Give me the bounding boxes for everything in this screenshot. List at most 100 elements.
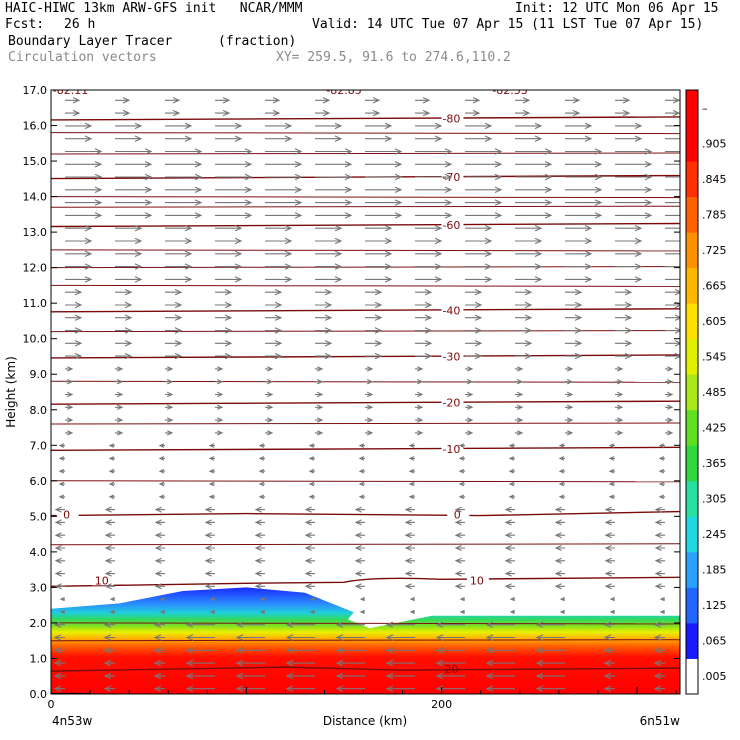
circulation-vector [565, 224, 593, 232]
circulation-vector [458, 481, 465, 487]
circulation-vector [565, 430, 574, 436]
circulation-vector [485, 685, 515, 692]
field-name: Boundary Layer Tracer [8, 34, 173, 49]
circulation-vector [158, 468, 165, 474]
circulation-vector [408, 456, 415, 461]
circulation-vector [165, 314, 183, 321]
circulation-vector [615, 224, 643, 232]
circulation-vector [158, 494, 165, 500]
circulation-vector [515, 417, 524, 423]
circulation-vector [565, 109, 581, 117]
circulation-vector [604, 557, 615, 564]
circulation-vector [654, 570, 665, 577]
circulation-vector [415, 314, 433, 321]
circulation-vector [515, 212, 553, 219]
circulation-vector [215, 97, 231, 104]
contour-label-bg [441, 303, 464, 316]
colorbar-swatch [686, 658, 698, 695]
circulation-vector [365, 276, 393, 283]
colorbar-swatch [686, 516, 698, 553]
contour-label: 0 [63, 509, 70, 522]
y-tick-label: 17.0 [23, 84, 48, 97]
circulation-vector [615, 391, 624, 398]
circulation-vector [265, 379, 274, 385]
circulation-vector [515, 379, 524, 385]
circulation-vector [565, 288, 583, 296]
circulation-vector [454, 519, 465, 526]
circulation-vector [65, 224, 93, 232]
circulation-vector [265, 288, 283, 296]
circulation-vector [554, 570, 565, 577]
circulation-vector [415, 161, 453, 168]
plot-frame [50, 89, 681, 695]
circulation-vector [665, 227, 680, 229]
circulation-vector [115, 97, 131, 104]
circulation-vector [65, 199, 103, 206]
colorbar-label: .665 [702, 279, 727, 292]
circulation-vector [165, 288, 183, 296]
circulation-vector [215, 135, 243, 142]
circulation-vector [415, 212, 453, 219]
circulation-vector [515, 404, 524, 410]
y-tick-label: 5.0 [30, 510, 48, 523]
circulation-vector [665, 379, 674, 385]
circulation-vector [265, 340, 283, 347]
circulation-vector [209, 609, 215, 615]
circulation-vector [465, 135, 493, 142]
circulation-vector [265, 173, 303, 181]
circulation-vector [215, 148, 253, 155]
circulation-vector [665, 340, 680, 347]
circulation-vector [608, 494, 615, 500]
circulation-vector [108, 494, 115, 500]
circulation-vector [315, 366, 324, 372]
circulation-vector [115, 199, 153, 206]
circulation-vector [515, 340, 533, 347]
circulation-vector [615, 288, 633, 296]
contour-label: -30 [442, 350, 460, 363]
circulation-vector [165, 417, 174, 423]
circulation-vector [665, 109, 680, 117]
circulation-vector [435, 634, 465, 641]
circulation-vector [185, 685, 215, 692]
circulation-vector [515, 237, 543, 245]
circulation-vector [315, 391, 324, 398]
circulation-vector [658, 481, 665, 487]
circulation-vector [165, 186, 203, 194]
circulation-vector [665, 214, 680, 216]
circulation-vector [504, 570, 515, 577]
circulation-vector [154, 506, 165, 513]
circulation-vector [235, 685, 265, 692]
circulation-vector [465, 161, 503, 168]
circulation-vector [409, 609, 415, 615]
circulation-vector [554, 583, 565, 590]
circulation-vector [615, 366, 624, 372]
circulation-vector [265, 391, 274, 398]
circulation-vector [165, 212, 203, 219]
circulation-vector [358, 443, 365, 448]
contour-label: 0 [454, 509, 461, 522]
circulation-vector [365, 148, 403, 155]
circulation-vector [53, 685, 65, 692]
circulation-vector [58, 456, 65, 461]
circulation-vector [365, 224, 393, 232]
temperature-contour-labeled [51, 446, 680, 452]
colorbar-swatch [686, 445, 698, 482]
circulation-vector [365, 161, 403, 168]
circulation-vector [254, 583, 265, 590]
circulation-vector [235, 647, 265, 654]
circulation-vector [658, 468, 665, 474]
temperature-contour [51, 205, 680, 208]
colorbar-label: .905 [702, 137, 727, 150]
temperature-contour-labeled [51, 576, 680, 588]
circulation-vector [215, 352, 233, 360]
circulation-vector [665, 278, 680, 280]
circulation-vector [665, 253, 680, 255]
circulation-vector [54, 570, 65, 577]
circulation-vector [185, 647, 215, 654]
circulation-vector [215, 186, 253, 194]
circulation-vector [554, 557, 565, 564]
circulation-vector [558, 443, 565, 448]
circulation-vector [365, 366, 374, 372]
circulation-vector [385, 647, 415, 654]
circulation-vector [115, 301, 133, 309]
